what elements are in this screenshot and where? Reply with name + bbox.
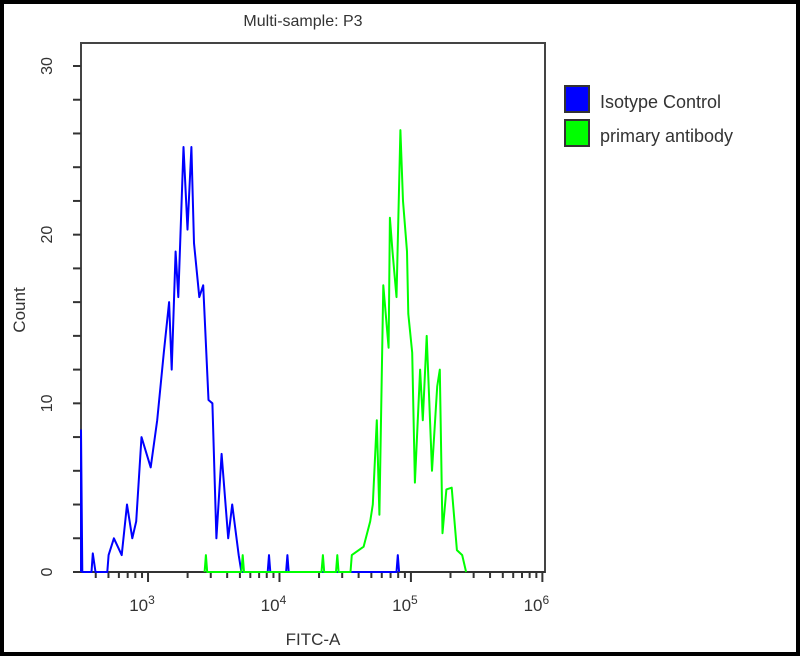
- y-tick-label: 10: [39, 394, 56, 412]
- chart-title: Multi-sample: P3: [243, 13, 362, 30]
- series-line-isotype-control: [80, 146, 401, 573]
- x-axis-label: FITC-A: [286, 630, 341, 649]
- y-tick-label: 0: [39, 567, 56, 576]
- x-tick-label: 106: [524, 593, 550, 615]
- x-tick-label: 103: [129, 593, 155, 615]
- legend: Isotype Control primary antibody: [564, 85, 733, 147]
- x-tick-label: 105: [392, 593, 418, 615]
- legend-swatch-primary-antibody: [564, 119, 590, 147]
- y-tick-label: 30: [39, 57, 56, 75]
- y-axis-label: Count: [10, 287, 29, 333]
- x-tick-label: 104: [261, 593, 287, 615]
- plot-area: [80, 42, 546, 573]
- y-tick-label: 20: [39, 226, 56, 244]
- legend-label-isotype-control: Isotype Control: [600, 92, 721, 112]
- legend-swatch-isotype-control: [564, 85, 590, 113]
- legend-label-primary-antibody: primary antibody: [600, 126, 733, 146]
- series-line-primary-antibody: [203, 129, 468, 573]
